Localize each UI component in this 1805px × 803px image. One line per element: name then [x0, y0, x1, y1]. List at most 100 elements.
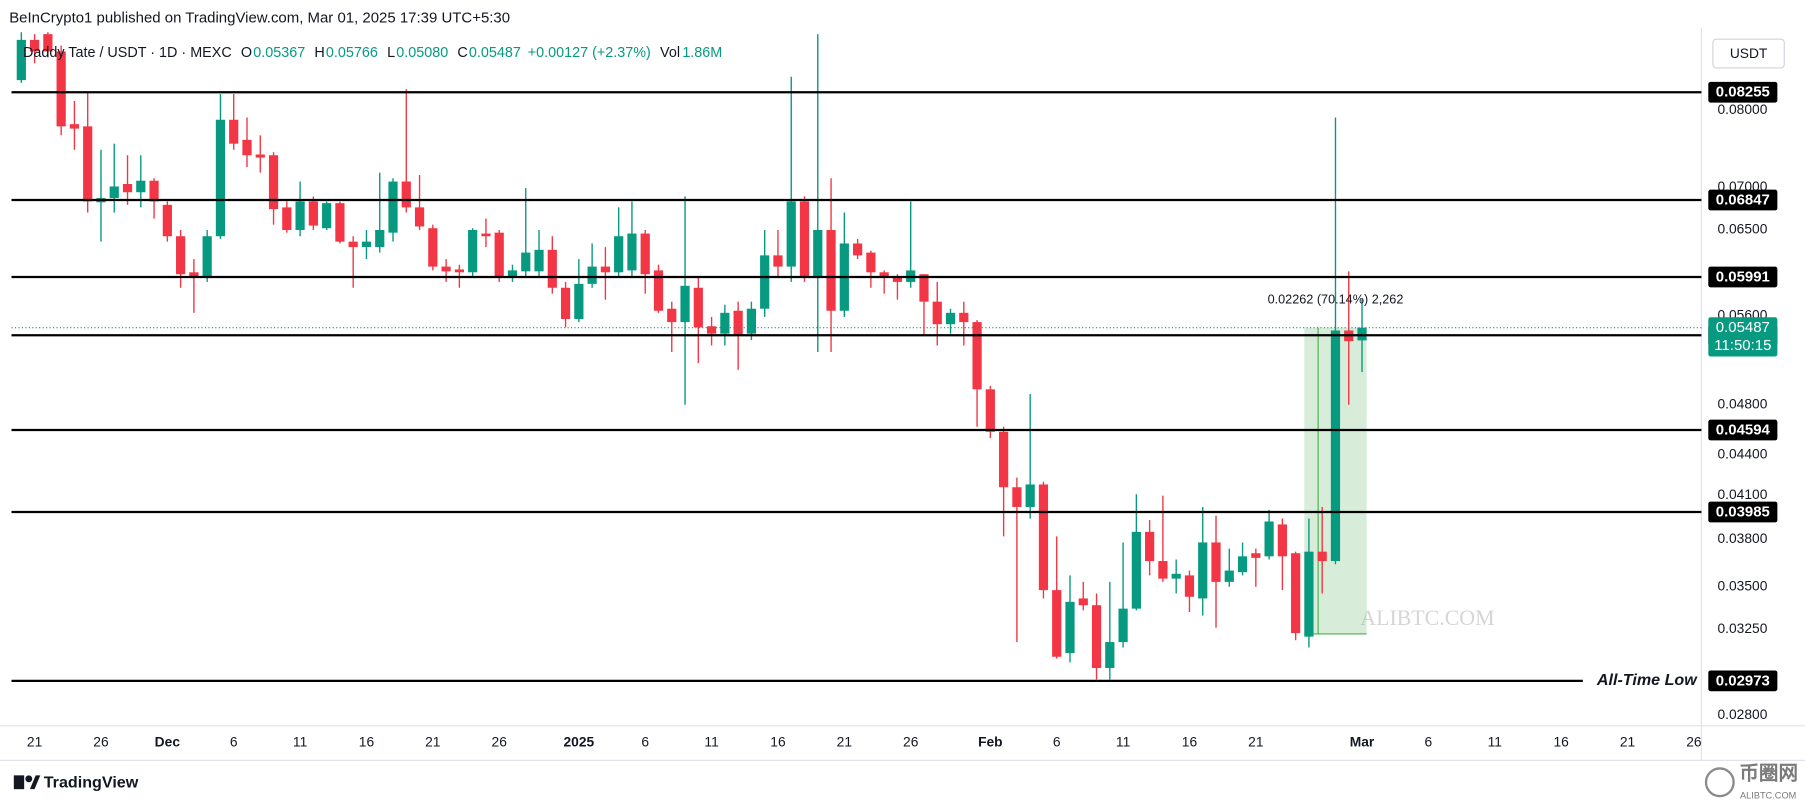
candle-body [720, 312, 730, 334]
level-note: All-Time Low [1596, 671, 1698, 689]
candle-body [693, 287, 703, 328]
candle-body [999, 431, 1009, 488]
logo-sub: ALIBTC.COM [1740, 791, 1796, 801]
candle-body [680, 285, 690, 323]
x-tick-label: 16 [1553, 734, 1569, 750]
x-tick-label: Feb [978, 734, 1003, 750]
candle-body [799, 201, 810, 277]
candle-body [414, 207, 425, 227]
y-tick-label: 0.02800 [1718, 706, 1768, 722]
candle-body [494, 232, 504, 277]
y-tick-label: 0.04800 [1718, 395, 1768, 411]
x-tick-label: 6 [230, 734, 238, 750]
x-tick-label: 11 [293, 734, 307, 750]
candle-body [401, 181, 411, 208]
candle-body [1237, 556, 1248, 573]
candle-body [268, 155, 279, 210]
candle-body [229, 119, 239, 144]
candle-body [932, 301, 942, 325]
candle-body [56, 51, 66, 127]
candle-body [454, 269, 464, 273]
candle-body [149, 180, 159, 202]
x-tick-label: 26 [1686, 734, 1702, 750]
x-tick-label: Dec [155, 734, 181, 750]
candle-body [667, 308, 677, 323]
x-tick-label: 21 [1248, 734, 1263, 750]
x-tick-label: 2025 [564, 734, 595, 750]
candle-body [627, 233, 637, 271]
level-label: 0.06847 [1716, 192, 1770, 209]
measure-label: 0.02262 (70.14%) 2,262 [1268, 292, 1404, 306]
candle-body [826, 229, 836, 311]
candle-body [614, 236, 624, 273]
logo-shape [13, 775, 25, 790]
candle-body [375, 229, 385, 248]
legend-value: 0.05367 [253, 45, 305, 61]
candle-body [1078, 598, 1088, 606]
candle-body [972, 322, 982, 390]
candle-body [136, 180, 146, 193]
x-tick-label: 16 [1182, 734, 1198, 750]
candle-body [348, 241, 358, 248]
level-label-box [1708, 81, 1778, 103]
candle-body [813, 229, 823, 277]
level-label: 0.08255 [1716, 84, 1770, 101]
candle-body [1198, 542, 1208, 599]
x-tick-label: 21 [27, 734, 42, 750]
candle-body [322, 203, 332, 229]
logo-text: 币圈网 [1739, 762, 1798, 784]
candle-body [109, 186, 119, 199]
candle-body [295, 201, 305, 230]
candle-body [600, 266, 611, 273]
candle-body [1105, 642, 1115, 669]
candle-body [746, 308, 757, 334]
candle-body [507, 270, 518, 277]
currency-button[interactable] [1712, 38, 1785, 69]
brand: TradingView [44, 774, 139, 792]
candle-body [892, 276, 903, 282]
candle-body [242, 139, 252, 156]
level-label: 0.02973 [1716, 672, 1770, 689]
level-label-box [1708, 670, 1778, 692]
candle-body [919, 274, 929, 302]
y-tick-label: 0.04400 [1718, 446, 1768, 462]
candle-body [560, 287, 571, 319]
candle-body [733, 310, 743, 336]
candle-body [468, 229, 478, 273]
candle-body [1118, 608, 1128, 643]
candle-body [1224, 570, 1234, 582]
candle-body [441, 266, 451, 272]
x-tick-label: 6 [1425, 734, 1433, 750]
header: BeInCrypto1 published on TradingView.com… [9, 9, 510, 26]
candle-body [255, 154, 265, 158]
candle-body [1091, 605, 1102, 669]
candle-body [308, 201, 318, 226]
y-tick-label: 0.08000 [1718, 101, 1768, 117]
legend-value: 1.86M [682, 45, 722, 61]
candle-body [361, 241, 372, 248]
x-tick-label: 26 [492, 734, 508, 750]
candle-body [547, 249, 557, 288]
x-tick-label: 6 [1053, 734, 1061, 750]
candle-body [1357, 327, 1367, 341]
currency-label[interactable]: USDT [1730, 45, 1768, 61]
legend-value: 0.05766 [326, 45, 378, 61]
last-price-box [1708, 317, 1778, 357]
x-tick-label: 21 [837, 734, 852, 750]
candle-body [1211, 542, 1221, 582]
candle-body [1038, 484, 1049, 591]
legend-change: +0.00127 (+2.37%) [528, 45, 651, 61]
candle-body [215, 119, 226, 237]
last-price-label: 0.05487 [1716, 319, 1770, 336]
x-tick-label: 16 [359, 734, 375, 750]
level-label: 0.03985 [1716, 504, 1770, 521]
candle-body [640, 233, 650, 275]
watermark: ALIBTC.COM [1360, 606, 1494, 630]
x-tick-label: 26 [93, 734, 109, 750]
candle-body [1025, 484, 1035, 507]
level-label-box [1708, 189, 1778, 211]
logo-shape [25, 775, 33, 783]
